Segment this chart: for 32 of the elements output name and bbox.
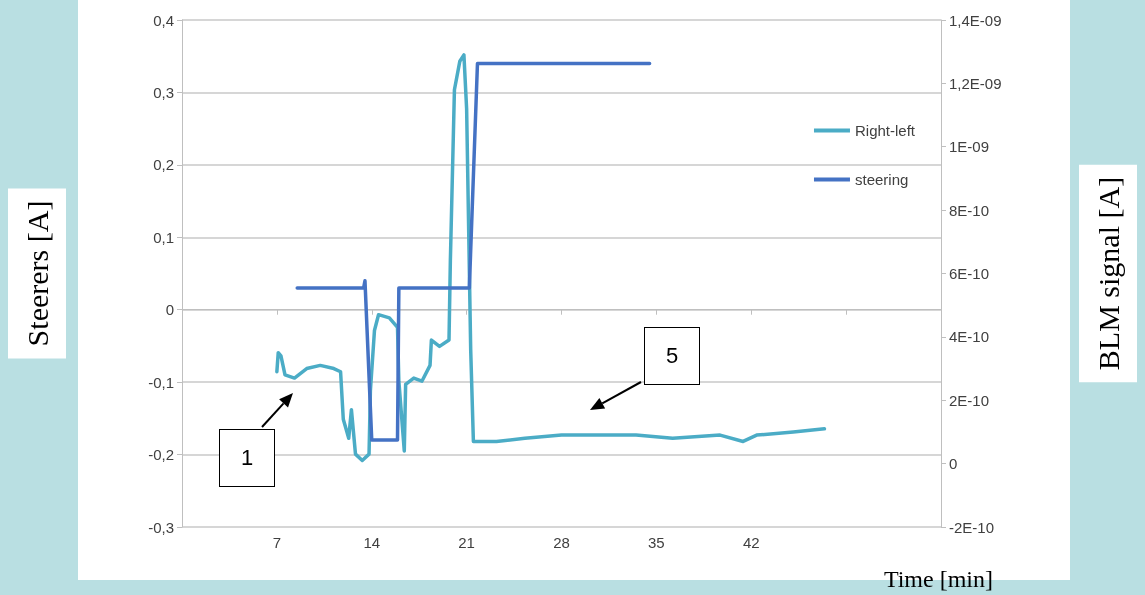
x-tick-label: 14 [363,534,381,551]
y-tick-label: -0,3 [148,518,174,536]
y2-tick-label: 0 [949,455,958,473]
y2-tick-label: 1E-09 [949,138,990,156]
y-tick-label: 0,2 [153,156,174,174]
legend-label: Right-left [854,122,916,139]
x-tick-label: 35 [648,534,665,551]
y-tick-label: 0,1 [153,228,174,246]
y-tick-label: 0,4 [153,11,174,29]
y2-tick-label: 2E-10 [949,391,990,409]
y-tick-label: 0 [165,301,174,319]
y-axis-title: Steerers [A] [20,200,54,347]
x-tick-label: 7 [272,534,282,551]
y2-tick-label: 1,2E-09 [949,74,1002,92]
legend-label: steering [854,171,909,188]
line-series [295,61,652,442]
x-tick-label: 42 [742,534,760,551]
x-tick-label: 21 [458,534,475,551]
y2-tick-label: 4E-10 [949,328,990,346]
x-axis-title: Time [min] [883,566,993,592]
y2-tick-label: 6E-10 [949,265,990,282]
x-tick-label: 28 [553,534,570,551]
line-series [275,53,827,463]
y2-tick-label: -2E-10 [949,518,995,536]
y-tick-label: -0,2 [148,446,174,464]
y2-axis-title: BLM signal [A] [1091,176,1125,371]
annotation: 1 [219,429,275,487]
y-tick-label: 0,3 [153,83,174,101]
y-tick-label: -0,1 [148,373,174,391]
y2-tick-label: 8E-10 [949,201,990,219]
y2-tick-label: 1,4E-09 [949,11,1002,29]
annotation: 5 [644,327,700,385]
